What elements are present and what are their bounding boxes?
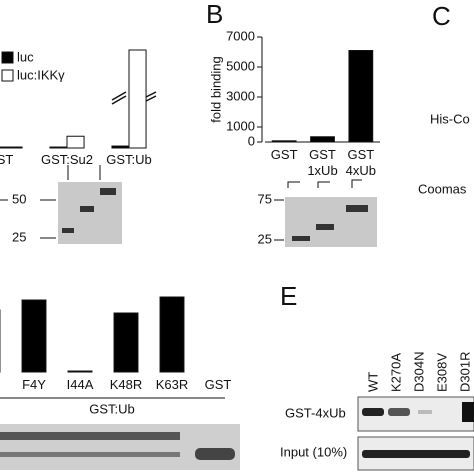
x-tick-label: K63R: [155, 377, 189, 392]
bar: [271, 140, 297, 143]
legend-swatch: [1, 69, 14, 82]
group-label: GST:Ub: [89, 401, 135, 416]
x-tick-label: GST:Ub: [106, 152, 152, 167]
x-tick-label: GST 1xUb: [307, 147, 338, 178]
bar: [128, 49, 147, 149]
legend-swatch: [1, 51, 14, 64]
lane-label: K270A: [388, 353, 403, 392]
row-label: GST-4xUb: [285, 405, 346, 420]
y-tick-label: 7000: [226, 28, 255, 43]
bar: [66, 135, 85, 149]
gel-d: [0, 397, 240, 470]
x-tick-label: GST 4xUb: [345, 147, 377, 178]
gel-marker: 25: [258, 231, 272, 246]
x-tick-label: K48R: [109, 377, 143, 392]
legend-label: luc:IKKγ: [17, 67, 65, 82]
y-tick-label: 5000: [226, 58, 255, 73]
x-tick-label: ST: [0, 152, 14, 167]
lane-label: E308V: [434, 353, 449, 392]
panel-letter: C: [432, 1, 451, 31]
gel-a: [0, 165, 122, 244]
panel-letter: B: [206, 0, 223, 29]
bar: [0, 146, 6, 149]
lane-label: D301R: [457, 352, 472, 392]
row-label: His-Co: [430, 111, 470, 126]
x-tick-label: GST:Su2: [40, 152, 94, 167]
x-tick-label: I44A: [66, 377, 94, 392]
x-tick-label: F4Y: [22, 377, 46, 392]
bar: [49, 146, 68, 149]
gel-marker: 25: [12, 229, 26, 244]
bar: [113, 312, 139, 373]
lane-label: WT: [365, 372, 380, 392]
y-tick-label: 3000: [226, 88, 255, 103]
row-label: Input (10%): [280, 444, 347, 459]
bar: [159, 296, 185, 373]
lane-label: D304N: [411, 352, 426, 392]
panel-letter: E: [280, 281, 297, 311]
x-tick-label: GST: [270, 147, 298, 162]
bar: [310, 136, 335, 143]
y-tick-label: 0: [248, 133, 255, 148]
y-axis-label: fold binding: [208, 56, 223, 123]
x-tick-label: GST: [204, 377, 232, 392]
bar: [348, 50, 374, 143]
y-tick-label: 1000: [226, 118, 255, 133]
bar: [67, 370, 93, 373]
row-label: Coomas: [418, 181, 467, 196]
gel-e: [357, 396, 474, 471]
gel-marker: 75: [258, 191, 272, 206]
bar: [4, 146, 23, 149]
legend-label: luc: [17, 49, 34, 64]
bar: [21, 299, 47, 373]
bar: [111, 145, 130, 149]
gel-marker: 50: [12, 191, 26, 206]
gel-b: [274, 179, 377, 247]
